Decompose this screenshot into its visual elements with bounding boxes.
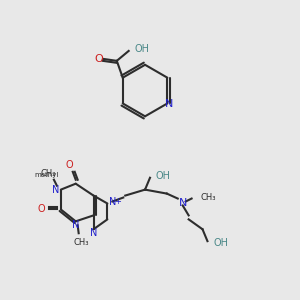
Text: O: O xyxy=(94,54,103,64)
Text: N: N xyxy=(165,99,173,110)
Text: CH₃: CH₃ xyxy=(200,193,216,202)
Text: N: N xyxy=(178,197,187,208)
Text: +: + xyxy=(114,197,121,206)
Text: N: N xyxy=(109,196,116,206)
Text: N: N xyxy=(90,228,97,238)
Text: OH: OH xyxy=(156,171,171,181)
Text: N: N xyxy=(52,184,60,195)
Text: O: O xyxy=(37,204,45,214)
Text: CH₃: CH₃ xyxy=(40,169,56,178)
Text: N: N xyxy=(72,220,80,230)
Text: O: O xyxy=(66,160,74,170)
Text: OH: OH xyxy=(135,44,150,54)
Text: CH₃: CH₃ xyxy=(74,238,89,247)
Text: OH: OH xyxy=(213,238,228,248)
Text: methyl: methyl xyxy=(35,172,59,178)
